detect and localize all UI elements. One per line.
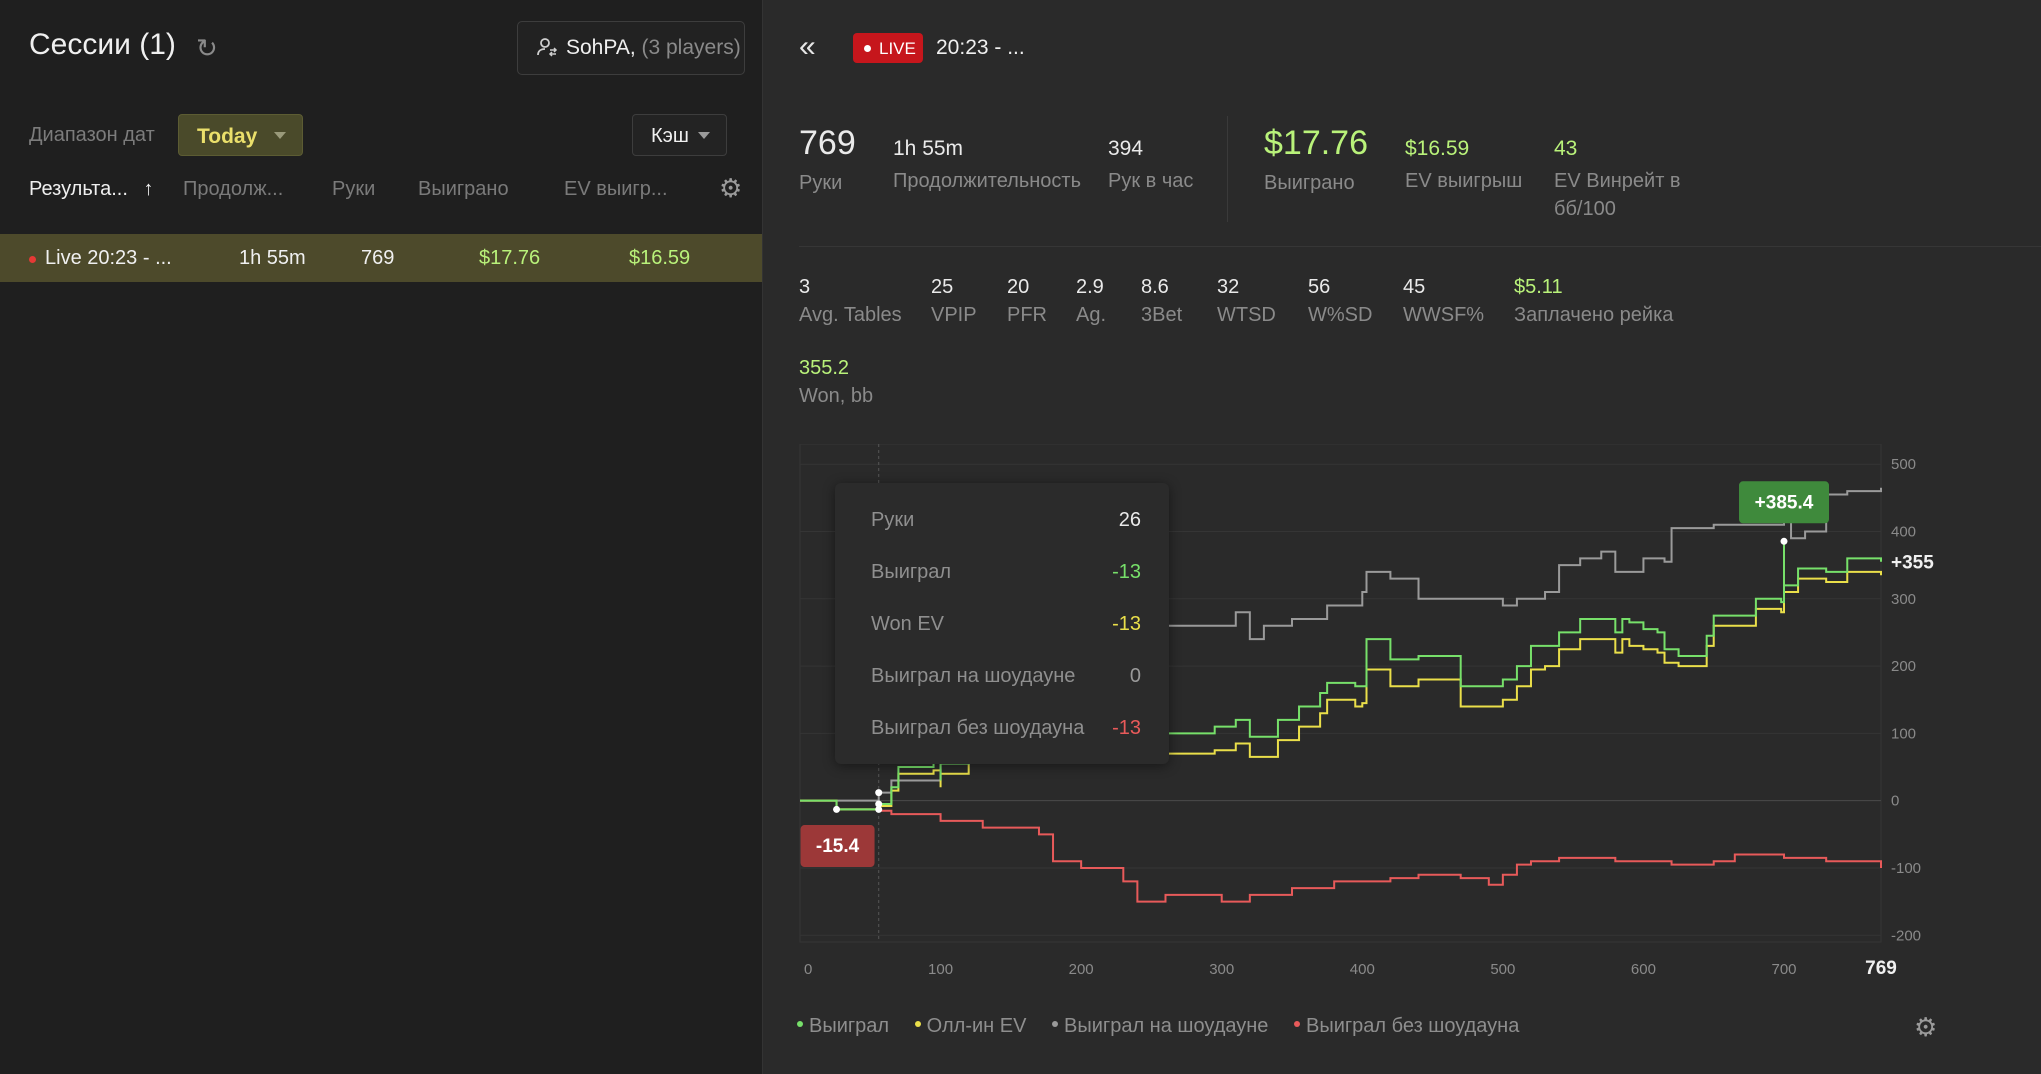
stat-pfr: 20 PFR <box>1007 276 1047 326</box>
legend-item-allin-ev[interactable]: Олл-ин EV <box>914 1015 1026 1037</box>
x-tick-label: 700 <box>1771 961 1796 978</box>
chevron-down-icon <box>698 132 710 139</box>
stat-hands: 769 Руки <box>799 124 856 194</box>
gear-icon[interactable]: ⚙ <box>719 173 743 203</box>
chart-grid: 500 400 300 200 100 0 -100 -200 0 100 200 300 400 500… <box>799 444 1921 979</box>
stat-aggression: 2.9 Ag. <box>1076 276 1107 326</box>
legend-item-non-showdown[interactable]: Выиграл без шоудауна <box>1294 1015 1519 1037</box>
tooltip-row-hands: Руки 26 <box>871 509 1141 531</box>
column-header-duration[interactable]: Продолж... <box>183 178 284 200</box>
x-tick-label: 100 <box>928 961 953 978</box>
session-title: 20:23 - ... <box>936 36 1025 59</box>
stat-avg-tables: 3 Avg. Tables <box>799 276 902 326</box>
tooltip-row-showdown: Выиграл на шоудауне 0 <box>871 665 1141 687</box>
max-point <box>1780 537 1788 545</box>
date-range-dropdown[interactable]: Today <box>178 114 303 156</box>
stat-duration: 1h 55m Продолжительность <box>893 137 1081 192</box>
stat-3bet: 8.6 3Bet <box>1141 276 1183 326</box>
won-cell: $17.76 <box>479 247 541 269</box>
live-dot-icon <box>29 256 36 263</box>
chart-tooltip: Руки 26 Выиграл -13 Won EV -13 Выиграл на ш… <box>835 483 1169 764</box>
game-type-dropdown[interactable]: Кэш <box>632 114 727 156</box>
min-label: -15.4 <box>816 836 860 857</box>
x-tick-label: 769 <box>1865 958 1897 979</box>
tooltip-row-non-showdown: Выиграл без шоудауна -13 <box>871 717 1141 739</box>
stat-ev-won: $16.59 EV выигрыш <box>1405 137 1523 192</box>
hover-point <box>875 800 883 808</box>
chart-legend: Выиграл Олл-ин EV Выиграл на шоудауне Вы… <box>797 1015 1539 1038</box>
legend-item-won[interactable]: Выиграл <box>797 1015 889 1037</box>
column-header-ev-won[interactable]: EV выигр... <box>564 178 668 200</box>
y-tick-label: 400 <box>1891 523 1916 540</box>
x-tick-label: 300 <box>1209 961 1234 978</box>
stats-separator <box>1227 116 1228 222</box>
y-tick-label: 200 <box>1891 658 1916 675</box>
sessions-panel <box>0 0 762 1074</box>
plot-frame <box>799 444 1882 943</box>
sort-arrow-icon: ↑ <box>143 178 154 200</box>
stat-won-bb: 355.2 Won, bb <box>799 357 874 407</box>
max-label: +385.4 <box>1755 492 1814 513</box>
chart-marks: +385.4 -15.4 +355.2 <box>800 481 1934 868</box>
stat-won: $17.76 Выиграно <box>1264 124 1368 194</box>
player-name: SohPA <box>566 36 630 59</box>
x-tick-label: 500 <box>1490 961 1515 978</box>
y-tick-label: 300 <box>1891 591 1916 608</box>
tooltip-row-won-ev: Won EV -13 <box>871 613 1141 635</box>
live-dot-icon <box>864 45 871 52</box>
date-range-label: Диапазон дат <box>29 124 155 146</box>
y-tick-label: 100 <box>1891 725 1916 742</box>
stats-divider <box>799 246 2041 247</box>
player-selector-button[interactable]: SohPA, (3 players) <box>517 21 745 75</box>
chart-settings-gear-icon[interactable]: ⚙ <box>1914 1012 1938 1042</box>
duration-cell: 1h 55m <box>239 247 306 269</box>
results-chart[interactable]: 500 400 300 200 100 0 -100 -200 0 100 200 300 400 500… <box>799 444 1934 990</box>
column-header-hands[interactable]: Руки <box>332 178 376 200</box>
end-value-label: +355.2 <box>1891 553 1934 574</box>
stat-wsd: 56 W%SD <box>1308 276 1373 326</box>
chevron-down-icon <box>274 132 286 139</box>
y-tick-label: -200 <box>1891 927 1921 944</box>
stat-ev-winrate: 43 EV Винрейт в бб/100 <box>1554 137 1681 220</box>
page-title: Сессии (1) <box>29 28 176 61</box>
refresh-icon[interactable]: ↻ <box>196 33 218 63</box>
legend-item-showdown[interactable]: Выиграл на шоудауне <box>1052 1015 1268 1037</box>
min-label-box <box>800 825 875 868</box>
y-tick-label: 500 <box>1891 456 1916 473</box>
hover-point <box>833 805 841 813</box>
game-type-value: Кэш <box>651 125 689 147</box>
series-line-3 <box>800 799 1882 903</box>
user-switch-icon <box>535 35 561 61</box>
stat-hands-per-hour: 394 Рук в час <box>1108 137 1194 192</box>
hover-point <box>875 789 883 797</box>
stat-vpip: 25 VPIP <box>931 276 977 326</box>
stat-rake-paid: $5.11 Заплачено рейка <box>1514 276 1674 326</box>
x-tick-label: 200 <box>1069 961 1094 978</box>
collapse-icon[interactable]: « <box>799 30 816 63</box>
ev-won-cell: $16.59 <box>629 247 691 269</box>
hands-cell: 769 <box>361 247 395 269</box>
column-header-result[interactable]: Результа... ↑ <box>29 178 154 200</box>
table-row[interactable]: Live 20:23 - ... 1h 55m 769 $17.76 $16.5… <box>0 234 762 282</box>
stat-wwsf: 45 WWSF% <box>1403 276 1485 326</box>
session-name-cell: Live 20:23 - ... <box>45 247 172 269</box>
live-badge: LIVE <box>853 33 923 63</box>
max-label-box <box>1739 481 1830 524</box>
x-tick-label: 0 <box>804 961 812 978</box>
x-tick-label: 600 <box>1631 961 1656 978</box>
date-range-value: Today <box>197 125 258 148</box>
panel-divider <box>762 0 763 1074</box>
y-tick-label: -100 <box>1891 860 1921 877</box>
x-tick-label: 400 <box>1350 961 1375 978</box>
y-tick-label: 0 <box>1891 793 1899 810</box>
tooltip-row-won: Выиграл -13 <box>871 561 1141 583</box>
stat-wtsd: 32 WTSD <box>1217 276 1276 326</box>
column-header-won[interactable]: Выиграно <box>418 178 509 200</box>
player-count: (3 players) <box>641 36 741 59</box>
hover-point <box>875 805 883 813</box>
